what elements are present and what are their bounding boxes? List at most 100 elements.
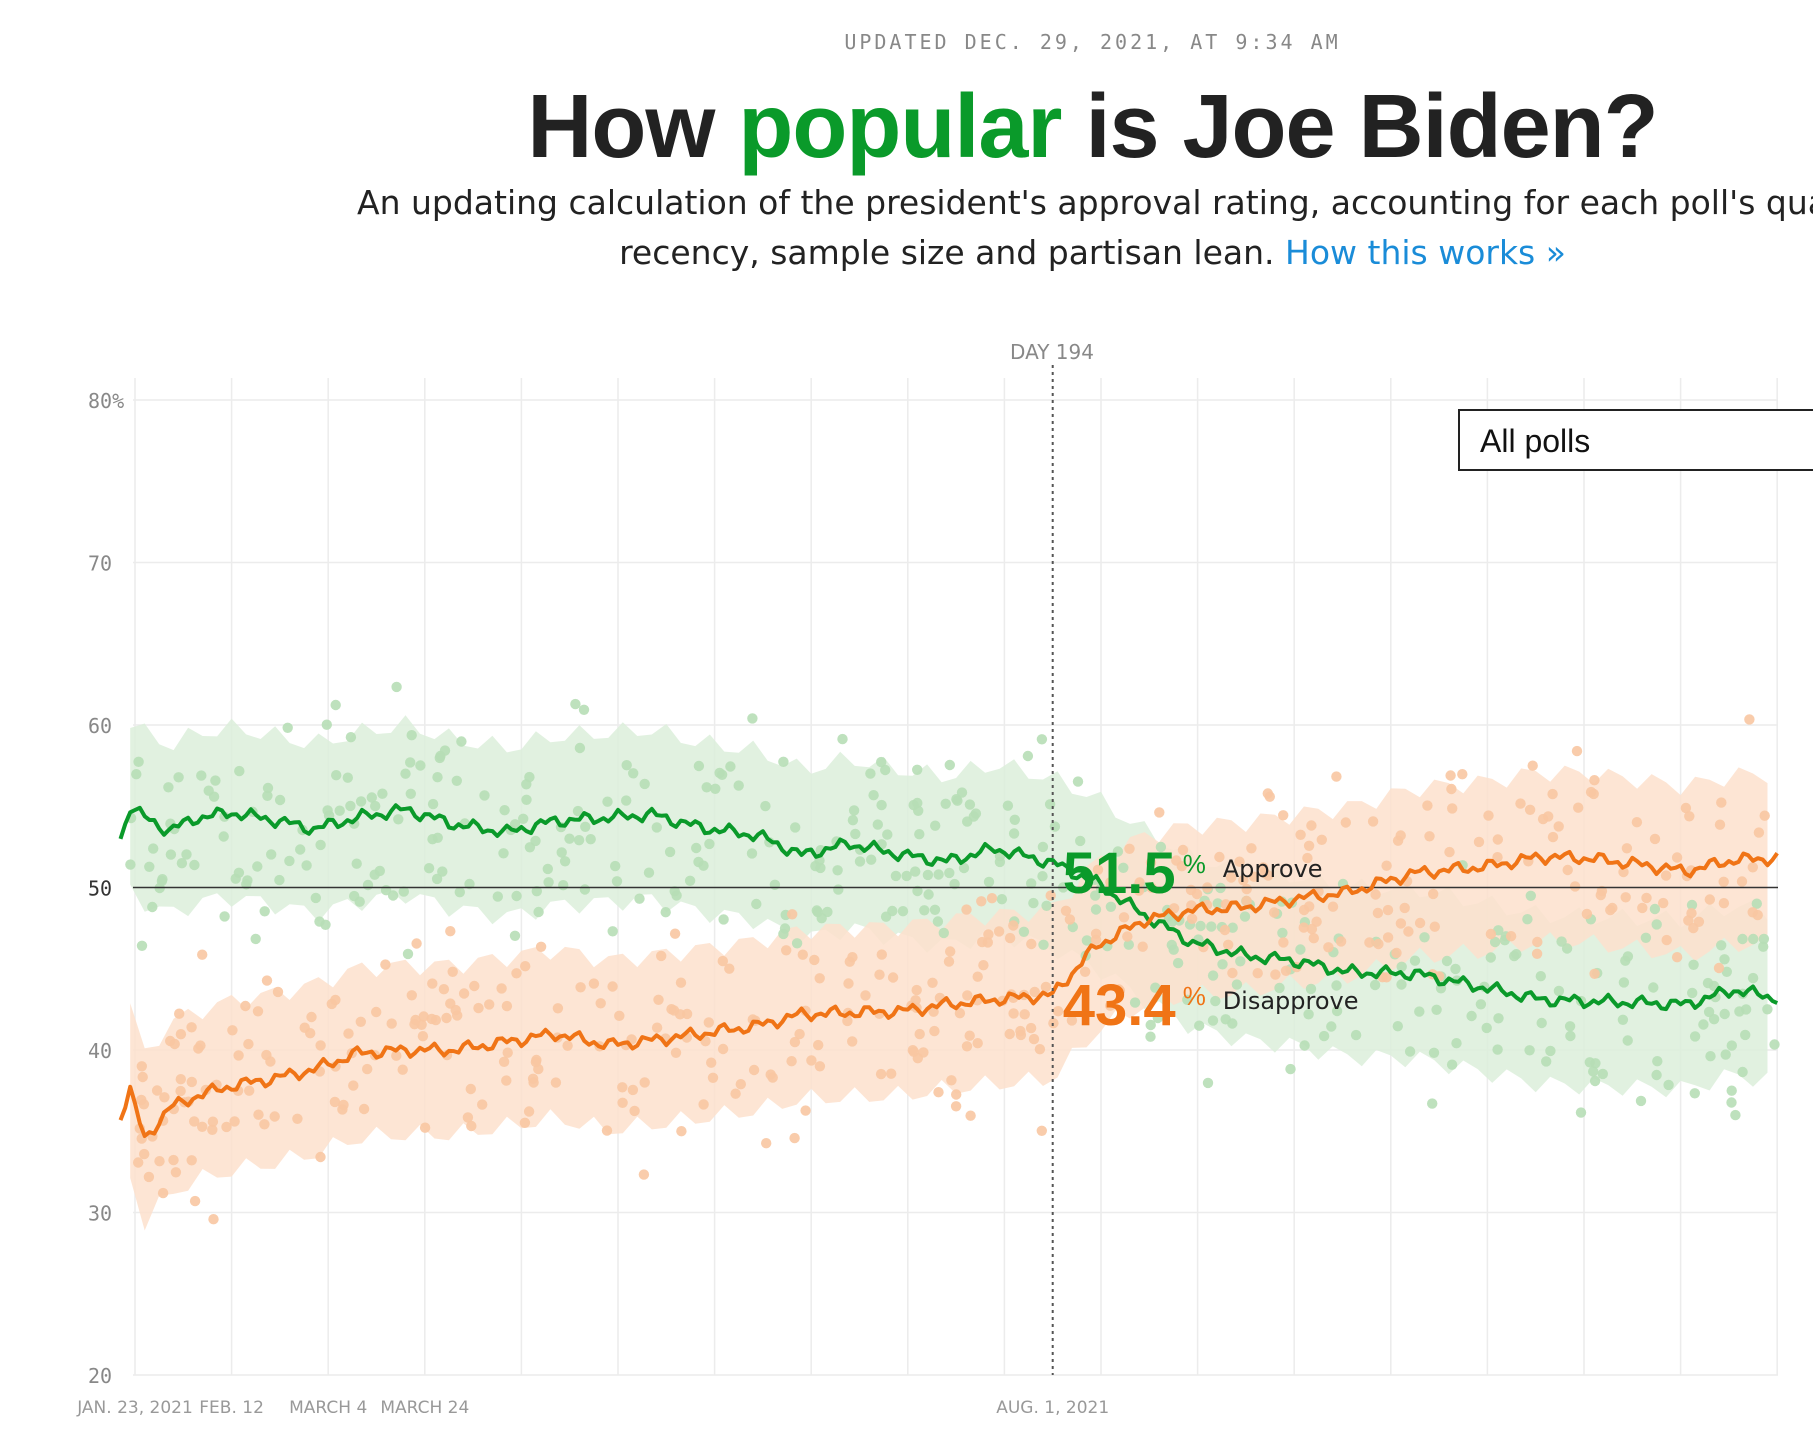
y-tick-label: 60 [88,714,112,738]
disapprove-poll-dot [1026,938,1037,950]
disapprove-poll-dot [651,1022,663,1033]
disapprove-poll-dot [875,1068,887,1080]
approve-poll-dot [1446,1059,1458,1070]
approve-poll-dot [944,759,955,771]
approve-poll-dot [242,875,253,886]
approve-poll-dot [833,884,844,895]
approve-poll-dot [962,816,973,827]
approve-poll-dot [1305,983,1317,995]
approve-poll-dot [1145,1019,1156,1031]
x-tick-label: MARCH 24 [380,1398,469,1418]
uncertainty-bands [130,715,1768,1231]
approve-poll-dot [578,704,590,715]
disapprove-poll-dot [1040,981,1052,993]
approve-poll-dot [983,876,995,888]
approve-poll-dot [1536,1017,1547,1029]
approve-poll-dot [345,732,357,743]
disapprove-poll-dot [595,998,606,1009]
approve-poll-dot [1737,933,1748,945]
disapprove-poll-dot [259,1119,270,1130]
approve-poll-dot [1112,846,1124,857]
how-this-works-link[interactable]: How this works » [1285,233,1566,272]
approve-poll-dot [1737,1066,1748,1078]
approve-poll-dot [521,794,532,805]
disapprove-poll-dot [978,960,989,971]
approve-poll-dot [157,874,168,885]
approve-poll-dot [1649,903,1661,915]
approve-poll-dot [1217,959,1228,970]
disapprove-poll-dot [617,1097,628,1109]
approve-poll-dot [1588,1066,1599,1077]
approve-poll-dot [208,791,220,802]
approve-poll-dot [233,867,245,878]
disapprove-poll-dot [1223,939,1234,950]
approve-poll-dot [778,756,789,767]
disapprove-poll-dot [1531,948,1543,959]
approve-poll-dot [1427,1098,1438,1109]
approve-poll-dot [284,855,295,867]
disapprove-poll-dot [1186,913,1198,924]
disapprove-poll-dot [1372,907,1384,919]
disapprove-poll-dot [1595,889,1607,901]
disapprove-poll-dot [887,972,899,983]
disapprove-poll-dot [227,1025,238,1036]
disapprove-poll-dot [675,977,687,988]
disapprove-poll-dot [1258,862,1269,873]
approve-poll-dot [572,805,584,817]
approve-poll-dot [964,799,976,810]
disapprove-poll-dot [730,1088,741,1099]
approve-poll-dot [144,861,155,872]
disapprove-poll-dot [269,1111,280,1122]
poll-filter-select[interactable]: All polls [1458,409,1813,471]
approve-poll-dot [1524,1045,1535,1056]
disapprove-poll-dot [1424,831,1435,842]
approve-poll-dot [509,819,521,830]
approve-poll-dot [218,831,229,842]
approve-poll-dot [932,916,944,927]
x-tick-label: FEB. 12 [199,1398,264,1418]
disapprove-poll-dot [703,1017,714,1028]
disapprove-poll-dot [842,1015,853,1027]
disapprove-poll-dot [1262,788,1274,799]
approve-poll-dot [259,906,270,917]
disapprove-poll-dot [1524,804,1536,815]
disapprove-poll-dot [1154,807,1165,818]
disapprove-poll-dot [380,959,391,970]
disapprove-poll-dot [458,988,470,999]
approve-poll-dot [769,879,781,890]
disapprove-poll-dot [806,1055,817,1066]
disapprove-poll-dot [154,1156,165,1167]
approve-poll-dot [994,856,1006,868]
approve-poll-dot [1303,1009,1314,1020]
approve-poll-dot [1295,944,1306,955]
disapprove-poll-dot [1444,846,1455,858]
approve-poll-dot [266,849,277,860]
approve-poll-dot [698,860,709,871]
disapprove-poll-dot [253,1109,264,1120]
approve-poll-dot [1719,954,1730,965]
approve-poll-dot [518,813,529,824]
disapprove-poll-dot [986,893,998,904]
disapprove-poll-dot [261,975,273,986]
disapprove-poll-dot [1483,810,1494,821]
approve-poll-dot [492,891,503,902]
approve-poll-dot [1575,1107,1587,1118]
disapprove-poll-dot [1302,852,1313,864]
approve-poll-dot [880,911,892,922]
approve-poll-dot [439,745,451,756]
approve-band [130,715,1768,1098]
approve-poll-dot [176,858,188,869]
approve-poll-dot [1002,800,1014,811]
approve-poll-dot [542,863,553,875]
disapprove-poll-dot [1025,1022,1037,1034]
disapprove-poll-dot [265,1056,276,1067]
poll-dots [125,681,1780,1225]
approve-poll-dot [1331,980,1342,991]
approve-poll-dot [1758,941,1769,952]
approve-poll-dot [1318,1030,1330,1042]
disapprove-poll-dot [972,1038,983,1049]
approve-poll-dot [790,822,801,833]
approve-poll-dot [423,863,435,874]
disapprove-poll-dot [656,950,667,962]
disapprove-poll-dot [233,1050,244,1061]
